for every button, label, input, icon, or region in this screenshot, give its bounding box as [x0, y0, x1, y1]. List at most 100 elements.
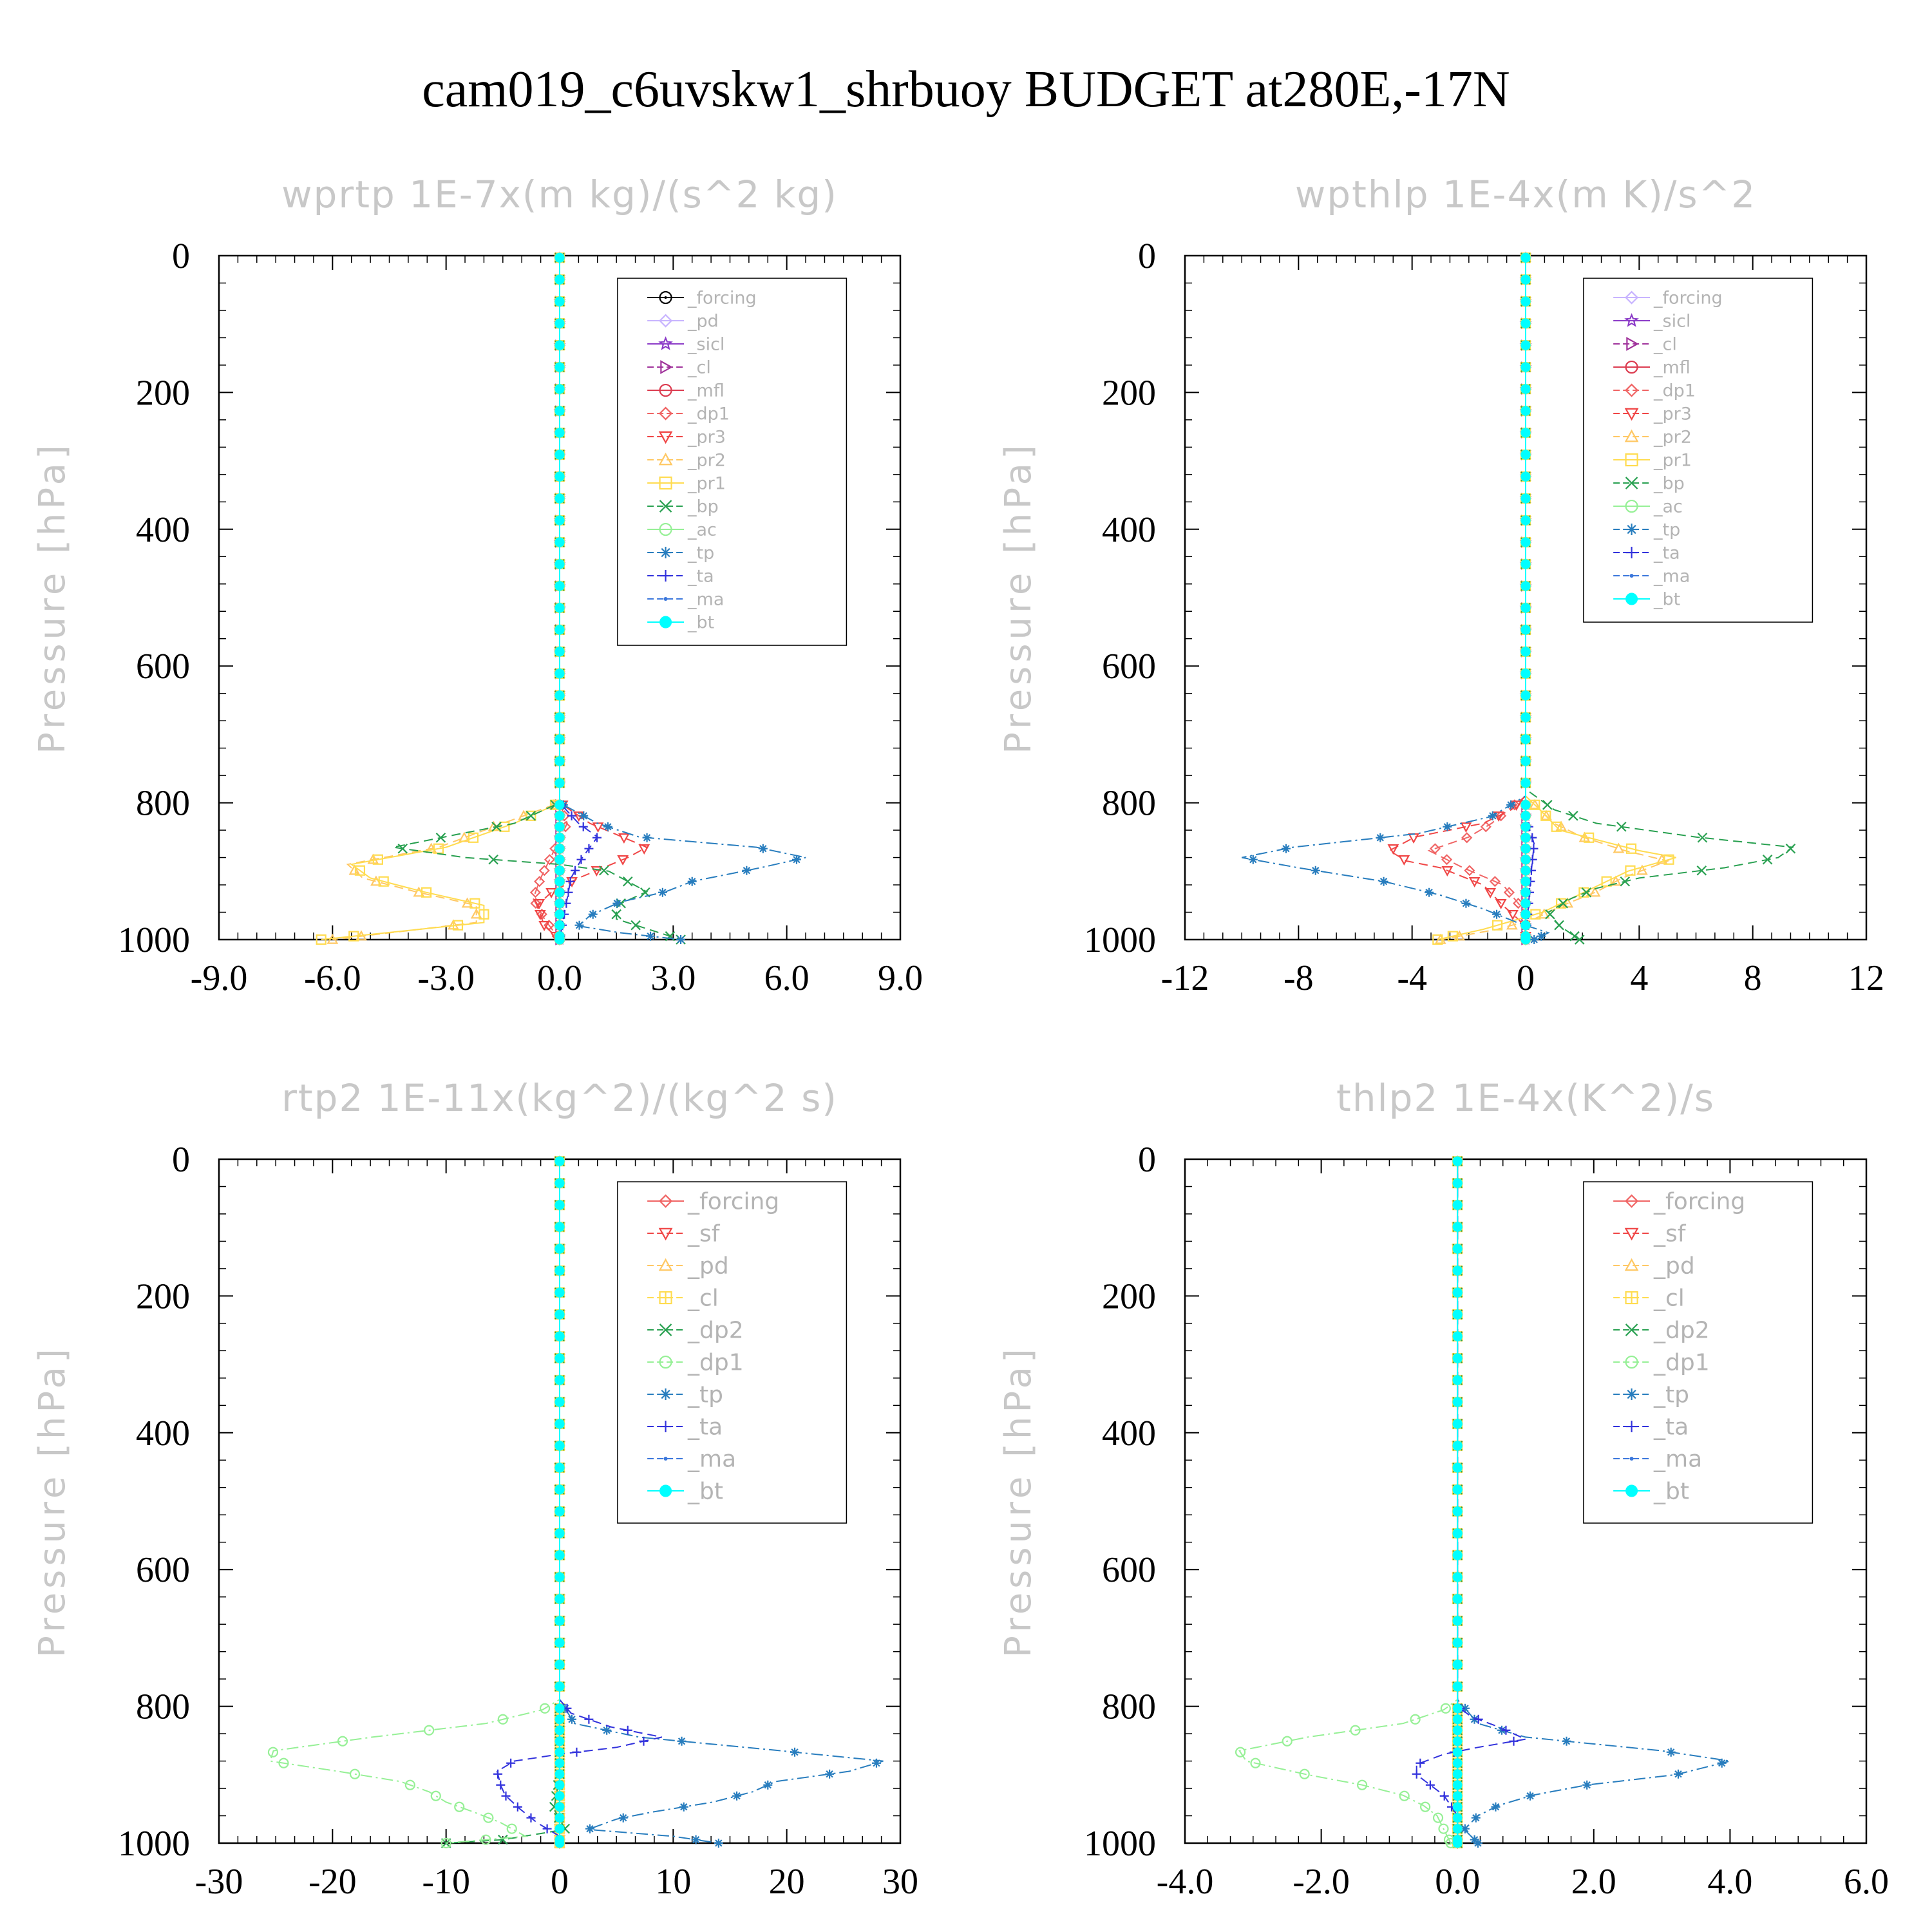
data-point [687, 876, 697, 886]
data-point [1545, 909, 1555, 920]
data-point [1452, 1758, 1463, 1768]
x-tick-label: -9.0 [191, 958, 248, 998]
series-line_bp [1525, 256, 1795, 940]
data-point [1610, 875, 1622, 886]
data-point [1520, 647, 1531, 657]
legend-swatch-marker [1624, 408, 1639, 421]
data-point [554, 1813, 565, 1823]
data-point [480, 1834, 491, 1845]
data-point [554, 428, 565, 438]
data-point [554, 1397, 565, 1407]
data-point [677, 1736, 687, 1746]
legend-swatch-marker [1625, 1194, 1639, 1208]
data-point [1503, 887, 1515, 898]
y-tick-label: 600 [1102, 1550, 1156, 1590]
data-point [1452, 1463, 1463, 1473]
data-point [267, 1747, 279, 1757]
data-point [454, 1801, 465, 1812]
data-point [1452, 1244, 1463, 1254]
data-point [554, 855, 565, 865]
legend-swatch-marker-ring [659, 290, 672, 305]
data-point [469, 898, 480, 909]
panel-2: wpthlp 1E-4x(m K)/s^2 Pressure [hPa] -12 -8… [998, 173, 1884, 998]
data-point [1460, 822, 1472, 833]
data-point [526, 810, 536, 821]
data-point [440, 1837, 451, 1849]
x-tick-label: 30 [882, 1862, 918, 1902]
data-point [658, 887, 667, 897]
data-point [554, 340, 565, 350]
y-tick-label: 0 [172, 1140, 190, 1180]
data-point [1520, 625, 1531, 635]
x-tick-label: -4.0 [1157, 1862, 1214, 1902]
data-point [1501, 1725, 1511, 1735]
legend-swatch-marker [1625, 524, 1638, 536]
data-point [612, 898, 622, 908]
data-point [1673, 1769, 1683, 1779]
data-point [1551, 821, 1562, 832]
data-point [871, 1758, 881, 1768]
data-point [1452, 1780, 1463, 1790]
data-point [1492, 909, 1502, 919]
data-point [1452, 1200, 1463, 1210]
data-point [1412, 1769, 1421, 1779]
data-point [1574, 934, 1585, 945]
data-point [1452, 1331, 1463, 1341]
data-point [554, 822, 565, 832]
data-point [1582, 1780, 1592, 1790]
legend-swatch-marker [1625, 1421, 1638, 1433]
legend-swatch-marker [1624, 429, 1639, 442]
data-point [404, 1779, 415, 1790]
data-point [1625, 865, 1636, 876]
data-point [1452, 1178, 1463, 1188]
legend-swatch-marker [1624, 1258, 1639, 1271]
legend-label: _mfl [687, 381, 724, 401]
data-point [1507, 910, 1519, 920]
y-tick-label: 600 [1102, 647, 1156, 687]
legend-label: _cl [687, 357, 711, 377]
data-point [1452, 1838, 1463, 1848]
x-tick-label: -4 [1397, 958, 1427, 998]
data-point [676, 935, 686, 944]
panels: wprtp 1E-7x(m kg)/(s^2 kg) Pressure [hPa]… [32, 173, 1889, 1902]
legend-label: _pd [687, 1253, 729, 1280]
data-point [1452, 1572, 1463, 1582]
data-point [1785, 843, 1796, 854]
data-point [1452, 1714, 1463, 1725]
data-point [1520, 690, 1531, 701]
data-point [1452, 1222, 1463, 1232]
data-point [554, 1309, 565, 1320]
legend-swatch-marker [659, 547, 672, 559]
data-point [578, 822, 588, 831]
data-point [554, 1758, 565, 1768]
y-tick-label: 1000 [118, 920, 190, 960]
data-point [554, 811, 565, 821]
legend-swatch-marker [659, 406, 673, 421]
legend-swatch-marker [660, 360, 673, 374]
legend-label: _sf [1653, 1221, 1687, 1247]
data-point [554, 833, 565, 843]
data-point [498, 1834, 508, 1845]
legend-label: _ta [687, 1414, 723, 1441]
data-point [554, 559, 565, 569]
data-point [1489, 876, 1501, 887]
data-point [435, 832, 446, 843]
legend-swatch-marker [1624, 1227, 1639, 1241]
legend-swatch-marker [658, 336, 673, 350]
legend-swatch-marker [658, 431, 673, 444]
data-point [585, 1824, 595, 1833]
legend-label: _ta [1653, 1414, 1689, 1441]
data-point [526, 811, 536, 821]
legend-label: _ta [687, 566, 714, 586]
series-line_pr3 [536, 256, 649, 940]
data-point [554, 1802, 565, 1812]
legend-label: _dp1 [687, 1350, 744, 1376]
data-point [506, 1758, 516, 1768]
data-point [468, 832, 479, 843]
legend-box [617, 1181, 848, 1524]
legend-swatch-marker [663, 597, 668, 601]
data-point [1581, 887, 1592, 898]
data-point [1696, 865, 1707, 876]
legend-label: _sicl [1653, 311, 1690, 331]
legend-swatch-marker [659, 522, 672, 536]
